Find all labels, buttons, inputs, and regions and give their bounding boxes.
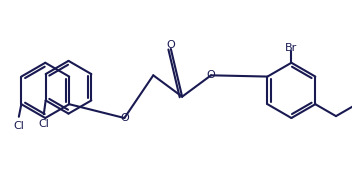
Text: Cl: Cl <box>38 119 49 129</box>
Text: Br: Br <box>285 43 298 53</box>
Text: O: O <box>120 113 129 123</box>
Text: O: O <box>167 40 175 50</box>
Text: Cl: Cl <box>13 121 24 130</box>
Text: O: O <box>207 70 215 80</box>
